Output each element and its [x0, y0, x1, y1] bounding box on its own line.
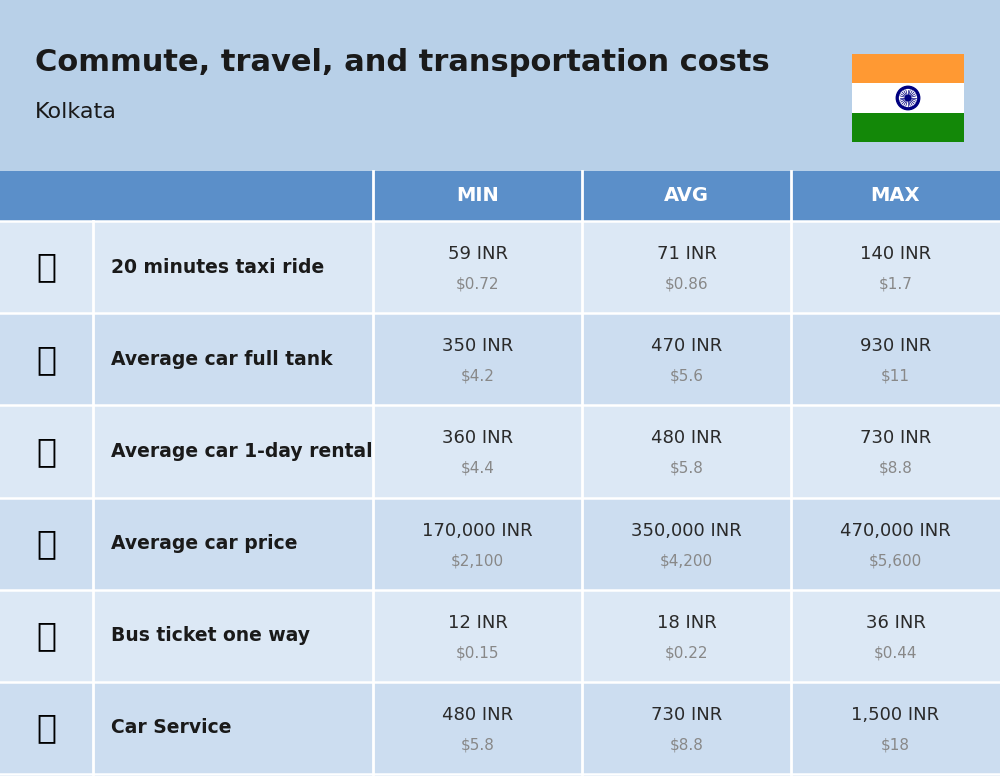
- Text: 🚙: 🚙: [36, 435, 56, 468]
- Text: 350 INR: 350 INR: [442, 338, 513, 355]
- Text: $2,100: $2,100: [451, 553, 504, 568]
- Text: Commute, travel, and transportation costs: Commute, travel, and transportation cost…: [35, 48, 770, 77]
- Text: 350,000 INR: 350,000 INR: [631, 521, 742, 539]
- Text: 🚌: 🚌: [36, 619, 56, 653]
- Text: 20 minutes taxi ride: 20 minutes taxi ride: [111, 258, 324, 276]
- Text: $0.72: $0.72: [456, 276, 499, 292]
- Text: $5.6: $5.6: [670, 369, 704, 384]
- FancyBboxPatch shape: [852, 113, 964, 142]
- Text: $5.8: $5.8: [670, 461, 703, 476]
- Text: 730 INR: 730 INR: [860, 429, 931, 448]
- Text: 360 INR: 360 INR: [442, 429, 513, 448]
- Text: 12 INR: 12 INR: [448, 614, 507, 632]
- FancyBboxPatch shape: [0, 0, 1000, 165]
- FancyBboxPatch shape: [0, 314, 1000, 405]
- Text: Average car 1-day rental: Average car 1-day rental: [111, 442, 373, 461]
- Text: MAX: MAX: [871, 186, 920, 206]
- Text: 730 INR: 730 INR: [651, 706, 722, 724]
- Text: Average car full tank: Average car full tank: [111, 350, 333, 369]
- FancyBboxPatch shape: [0, 497, 1000, 590]
- Text: Car Service: Car Service: [111, 719, 232, 737]
- Text: $18: $18: [881, 737, 910, 753]
- Text: $11: $11: [881, 369, 910, 384]
- FancyBboxPatch shape: [0, 682, 1000, 774]
- Text: 170,000 INR: 170,000 INR: [422, 521, 533, 539]
- Text: $0.86: $0.86: [665, 276, 708, 292]
- Text: ⛽: ⛽: [36, 343, 56, 376]
- Text: $4.4: $4.4: [461, 461, 494, 476]
- Text: $4.2: $4.2: [461, 369, 494, 384]
- Text: AVG: AVG: [664, 186, 709, 206]
- Text: 18 INR: 18 INR: [657, 614, 716, 632]
- Text: 36 INR: 36 INR: [866, 614, 925, 632]
- Text: 1,500 INR: 1,500 INR: [851, 706, 940, 724]
- FancyBboxPatch shape: [0, 405, 1000, 497]
- Text: Average car price: Average car price: [111, 534, 298, 553]
- Text: $0.22: $0.22: [665, 646, 708, 660]
- Text: $5.8: $5.8: [461, 737, 494, 753]
- FancyBboxPatch shape: [852, 83, 964, 113]
- Text: 480 INR: 480 INR: [442, 706, 513, 724]
- Text: 930 INR: 930 INR: [860, 338, 931, 355]
- Text: Bus ticket one way: Bus ticket one way: [111, 626, 310, 646]
- Text: 480 INR: 480 INR: [651, 429, 722, 448]
- Text: $1.7: $1.7: [879, 276, 912, 292]
- Text: 🚕: 🚕: [36, 251, 56, 283]
- Text: 71 INR: 71 INR: [657, 245, 716, 263]
- Text: $0.44: $0.44: [874, 646, 917, 660]
- Text: $5,600: $5,600: [869, 553, 922, 568]
- Text: 470,000 INR: 470,000 INR: [840, 521, 951, 539]
- Text: 59 INR: 59 INR: [448, 245, 508, 263]
- Text: 🛠: 🛠: [36, 712, 56, 744]
- Circle shape: [900, 89, 916, 106]
- Text: MIN: MIN: [456, 186, 499, 206]
- Text: Kolkata: Kolkata: [35, 102, 117, 122]
- Text: 140 INR: 140 INR: [860, 245, 931, 263]
- Circle shape: [896, 86, 920, 109]
- FancyBboxPatch shape: [852, 54, 964, 83]
- Text: $8.8: $8.8: [670, 737, 703, 753]
- Text: $8.8: $8.8: [879, 461, 912, 476]
- FancyBboxPatch shape: [0, 171, 1000, 221]
- FancyBboxPatch shape: [0, 590, 1000, 682]
- Text: $4,200: $4,200: [660, 553, 713, 568]
- Text: 🚗: 🚗: [36, 527, 56, 560]
- Text: 470 INR: 470 INR: [651, 338, 722, 355]
- Circle shape: [905, 95, 911, 101]
- FancyBboxPatch shape: [0, 221, 1000, 314]
- Text: $0.15: $0.15: [456, 646, 499, 660]
